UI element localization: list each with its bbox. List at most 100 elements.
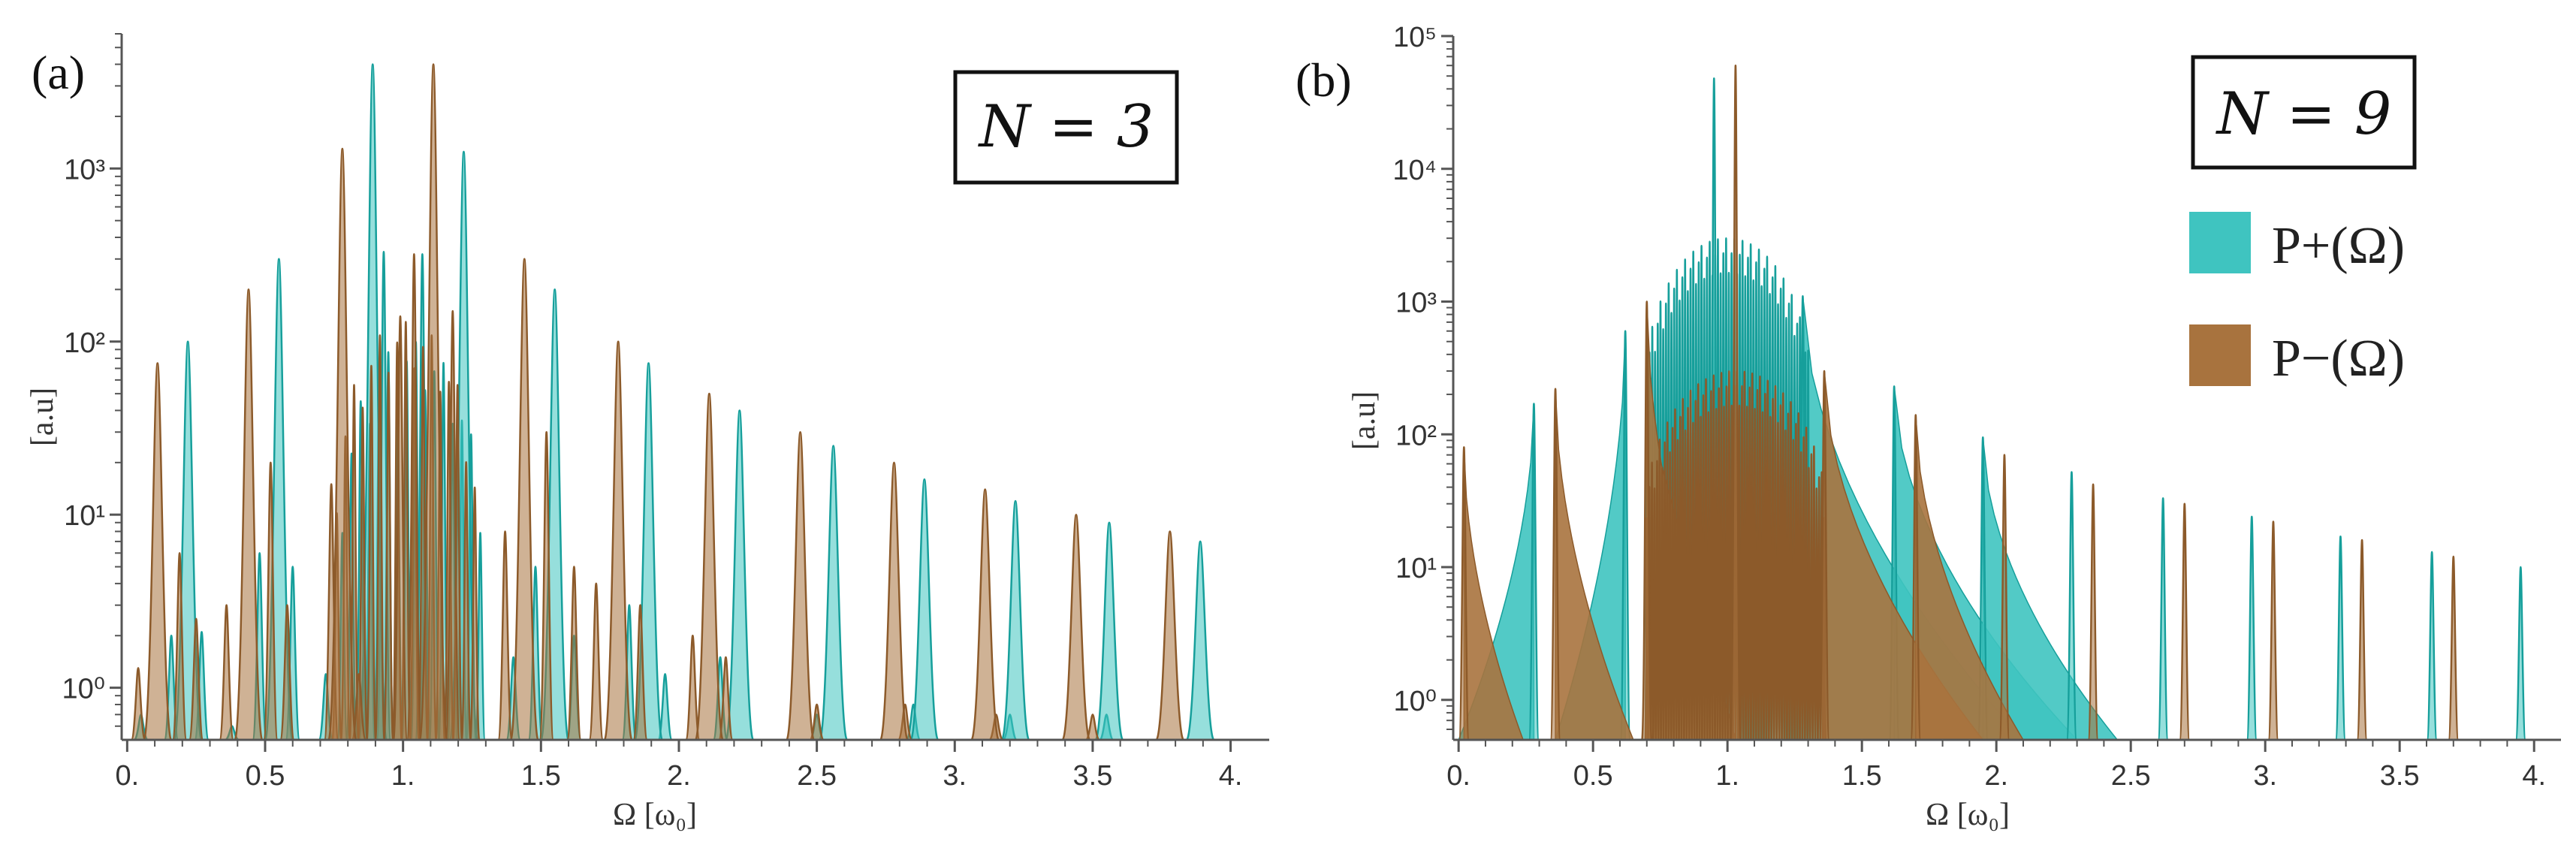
minus-minor-peak-13 [566,566,582,741]
minus-main-peak-0 [1458,446,1470,741]
legend-swatch-p-plus [2189,212,2251,273]
plus-minor-peak-13 [657,673,674,741]
minus-minor-peak-16 [684,635,701,741]
minus-minor-peak-11 [497,530,513,741]
minus-main-peak-0 [143,362,173,741]
minus-main-peak-8 [879,461,909,741]
minus-minor-peak-0 [130,667,146,741]
minus-main-peak-2 [1641,300,1653,741]
n-box-b [2191,55,2417,170]
y-tick-label-2: 10² [1395,420,1437,451]
minus-band-peak-4 [366,364,377,741]
n-label-b: N = 9 [2216,80,2392,148]
minus-main-peak-5 [1910,414,1922,741]
y-tick-label-1: 10¹ [1395,553,1437,584]
y-tick-label-1: 10¹ [64,500,105,532]
plus-main-peak-8 [909,478,940,741]
minus-main-peak-6 [1998,454,2010,741]
minus-minor-peak-5 [279,604,295,741]
minus-minor-peak-10 [445,309,461,741]
minus-minor-peak-17 [717,656,734,741]
plus-decay-skirt-4 [1982,437,2119,741]
n-label-a: N = 3 [978,93,1154,161]
minus-decay-skirt-0 [1463,447,1525,741]
minus-main-peak-3 [418,63,448,741]
plus-main-peak-1 [1619,330,1631,741]
panel-a: 0. 0.5 1. 1.5 2. 2.5 3. 3.5 4. 10⁰ 10¹ 10² 10³ (a) [… [26,33,1269,832]
plus-main-peak-10 [1094,521,1124,741]
plus-main-peak-7 [819,445,849,741]
minus-main-peak-7 [2087,483,2099,741]
x-tick-label-6: 3. [2253,760,2277,792]
legend: P+(Ω) P−(Ω) [2189,212,2405,388]
axes-a: 0. 0.5 1. 1.5 2. 2.5 3. 3.5 4. 10⁰ 10¹ 10² 10³ [62,33,1269,792]
x-tick-label-6: 3. [943,760,967,792]
legend-label-p-minus: P−(Ω) [2272,330,2405,388]
plus-main-peak-11 [1185,540,1215,741]
minus-minor-peak-7 [351,673,367,741]
x-axis-title-a: Ω [ω₀] [613,798,697,832]
p-minus-series-a [130,63,1185,741]
minus-main-peak-6 [694,392,724,741]
y-tick-label-5: 10⁵ [1393,22,1437,53]
plus-main-peak-10 [2426,551,2438,741]
p-plus-series-b [1458,77,2526,741]
plus-main-peak-7 [2157,497,2169,741]
minus-band-peak-16 [469,486,481,741]
minus-main-peak-9 [2267,521,2279,741]
y-tick-label-4: 10⁴ [1392,155,1437,186]
minus-minor-peak-15 [632,604,648,741]
x-tick-label-5: 2.5 [2111,760,2151,792]
x-tick-label-7: 3.5 [2380,760,2420,792]
minus-minor-peak-18 [809,703,825,741]
p-minus-series-b [1458,64,2460,741]
x-tick-label-7: 3.5 [1073,760,1113,792]
minus-minor-peak-14 [588,582,605,741]
minus-main-peak-3 [1730,64,1742,741]
x-tick-label-0: 0. [115,760,139,792]
axes-b: 0. 0.5 1. 1.5 2. 2.5 3. 3.5 4. 10⁰ 10¹ 10² 10³ 10⁴ 10⁵ [1392,22,2561,792]
minus-minor-peak-3 [219,604,234,741]
x-tick-label-8: 4. [2522,760,2546,792]
minus-minor-peak-21 [1084,714,1101,741]
y-axis-title-a: [a.u] [26,388,60,446]
minus-minor-peak-4 [262,461,279,741]
x-tick-label-4: 2. [1984,760,2008,792]
minus-main-peak-7 [785,430,816,741]
minus-minor-peak-9 [406,253,422,741]
plus-main-peak-9 [2334,536,2347,741]
minus-main-peak-1 [234,288,264,741]
minus-main-peak-1 [1549,388,1561,741]
plus-main-peak-6 [2065,471,2078,741]
x-tick-label-2: 1. [1715,760,1739,792]
x-tick-label-1: 0.5 [246,760,285,792]
legend-swatch-p-minus [2189,324,2251,386]
minus-main-peak-11 [2448,555,2460,741]
x-axis-title-b: Ω [ω₀] [1926,798,2010,832]
minus-main-peak-10 [1061,513,1091,741]
x-tick-label-2: 1. [391,760,415,792]
y-tick-label-3: 10³ [1395,288,1437,319]
y-tick-label-2: 10² [64,327,105,359]
x-tick-label-0: 0. [1446,760,1470,792]
minus-main-peak-5 [603,340,633,741]
y-tick-label-0: 10⁰ [1393,686,1437,717]
minus-main-peak-2 [327,147,357,741]
minus-band-peak-5 [374,334,386,741]
minus-main-peak-9 [970,488,1000,741]
minus-band-peak-6 [383,371,394,741]
plus-main-peak-11 [2514,566,2526,741]
legend-label-p-plus: P+(Ω) [2272,217,2405,275]
x-tick-label-4: 2. [667,760,691,792]
minus-main-peak-4 [1818,370,1830,741]
minus-minor-peak-2 [188,617,204,741]
minus-band-peak-15 [460,460,472,741]
minus-main-peak-4 [509,258,539,741]
plus-main-peak-0 [1528,403,1540,741]
minus-minor-peak-12 [538,430,555,741]
panel-b: 0. 0.5 1. 1.5 2. 2.5 3. 3.5 4. 10⁰ 10¹ 10² 10³ 10⁴ 10⁵… [1296,22,2561,832]
y-axis-title-b: [a.u] [1347,391,1382,450]
n-box-a [953,70,1179,185]
